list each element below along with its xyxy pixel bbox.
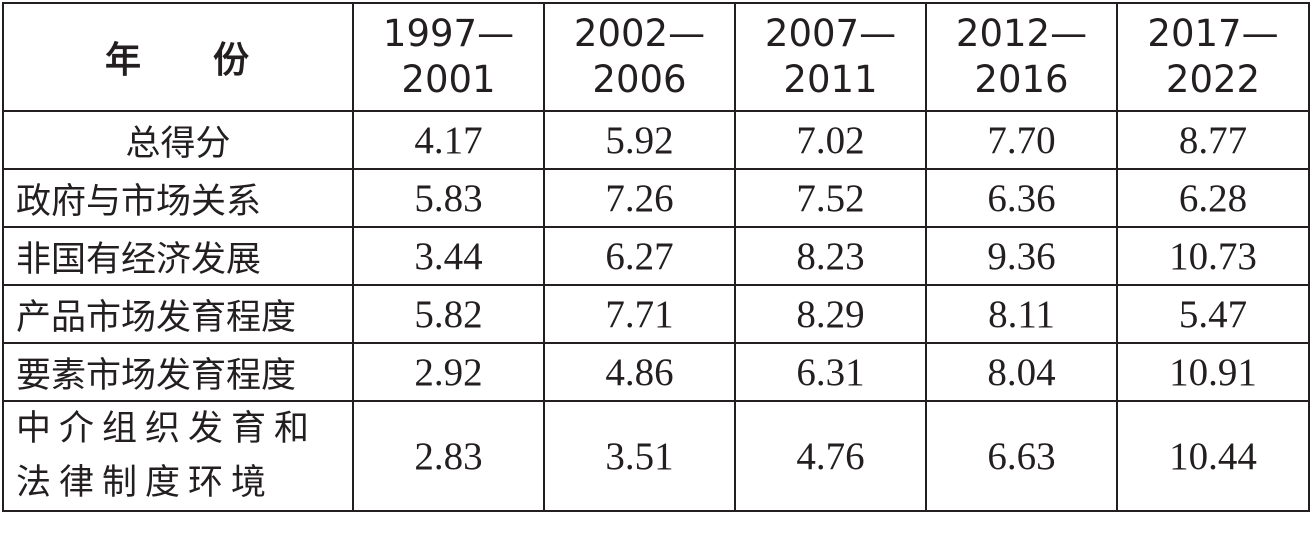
year-start: 2012— [955,12,1088,55]
row-label: 政府与市场关系 [2,168,354,228]
table-cell: 6.28 [1116,168,1310,228]
table-cell: 8.04 [925,342,1118,402]
header-year-cell: 2007— 2011 [734,2,927,112]
table-cell: 2.92 [352,342,545,402]
table-row: 政府与市场关系 5.83 7.26 7.52 6.36 6.28 [2,168,1310,228]
table-cell: 5.47 [1116,284,1310,344]
table-cell: 4.17 [352,110,545,170]
table-row: 非国有经济发展 3.44 6.27 8.23 9.36 10.73 [2,226,1310,286]
year-end: 2016 [974,58,1069,101]
table-cell: 10.73 [1116,226,1310,286]
year-end: 2022 [1165,58,1261,101]
table-cell: 6.27 [543,226,736,286]
table-cell: 8.11 [925,284,1118,344]
table-cell: 8.23 [734,226,927,286]
table-row: 总得分 4.17 5.92 7.02 7.70 8.77 [2,110,1310,170]
table-cell: 7.71 [543,284,736,344]
table-cell: 7.70 [925,110,1118,170]
table-header-row: 年份 1997— 2001 2002— 2006 2007— 2011 2012— 20… [2,2,1310,112]
table-cell: 10.44 [1116,400,1310,512]
row-label: 要素市场发育程度 [2,342,354,402]
year-start: 1997— [382,12,515,55]
table-cell: 8.29 [734,284,927,344]
header-year-cell: 2002— 2006 [543,2,736,112]
header-year-cell: 2017— 2022 [1116,2,1310,112]
table-cell: 6.36 [925,168,1118,228]
table-cell: 5.83 [352,168,545,228]
year-end: 2006 [592,58,687,101]
market-index-table: 年份 1997— 2001 2002— 2006 2007— 2011 2012— 20… [2,2,1310,512]
year-end: 2011 [783,58,878,101]
table-cell: 7.26 [543,168,736,228]
header-label-left: 年 [104,40,143,81]
table-cell: 6.31 [734,342,927,402]
year-start: 2002— [573,12,706,55]
header-year-cell: 2012— 2016 [925,2,1118,112]
year-start: 2017— [1147,12,1279,55]
row-label: 非国有经济发展 [2,226,354,286]
table-cell: 3.51 [543,400,736,512]
table-cell: 7.02 [734,110,927,170]
table-cell: 9.36 [925,226,1118,286]
row-label: 中介组织发育和法律制度环境 [2,400,354,512]
year-end: 2001 [401,58,496,101]
table-cell: 3.44 [352,226,545,286]
table-cell: 6.63 [925,400,1118,512]
table-cell: 4.76 [734,400,927,512]
header-label: 年份 [105,40,251,81]
table-row: 要素市场发育程度 2.92 4.86 6.31 8.04 10.91 [2,342,1310,402]
header-label-cell: 年份 [2,2,354,112]
table-cell: 2.83 [352,400,545,512]
row-label: 产品市场发育程度 [2,284,354,344]
table-row: 中介组织发育和法律制度环境 2.83 3.51 4.76 6.63 10.44 [2,400,1310,512]
header-year-cell: 1997— 2001 [352,2,545,112]
row-label: 总得分 [2,110,354,170]
table-cell: 4.86 [543,342,736,402]
table-cell: 5.82 [352,284,545,344]
table-cell: 7.52 [734,168,927,228]
table-cell: 5.92 [543,110,736,170]
table-cell: 10.91 [1116,342,1310,402]
table-cell: 8.77 [1116,110,1310,170]
header-label-right: 份 [213,40,252,81]
year-start: 2007— [764,12,897,55]
table-row: 产品市场发育程度 5.82 7.71 8.29 8.11 5.47 [2,284,1310,344]
